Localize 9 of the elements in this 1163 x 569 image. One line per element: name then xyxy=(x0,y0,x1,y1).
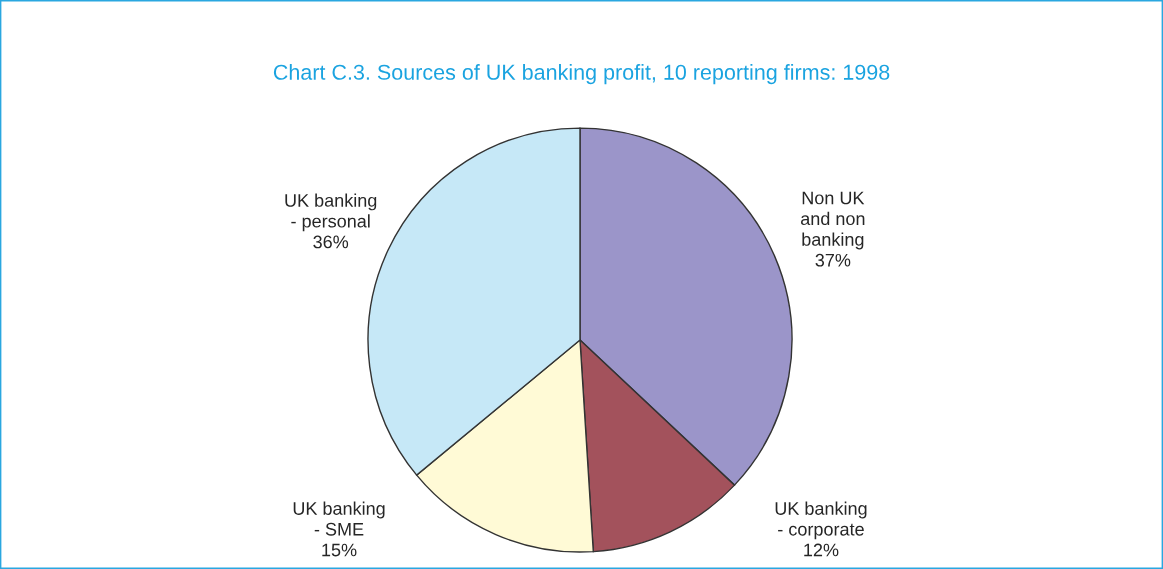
slice-label: UK banking - SME xyxy=(293,501,385,536)
slice-label: Non UK and non banking xyxy=(801,191,865,250)
data-label: 15% xyxy=(322,543,357,557)
chart-title: Chart C.3. Sources of UK banking profit, 10 reporting firms: 1998 xyxy=(273,64,890,85)
slice-label: UK banking - corporate xyxy=(775,501,867,540)
data-label: 37% xyxy=(815,253,851,267)
data-label: 12% xyxy=(804,543,839,557)
slice-label: UK banking - personal xyxy=(285,193,377,232)
data-label: 36% xyxy=(313,235,349,249)
